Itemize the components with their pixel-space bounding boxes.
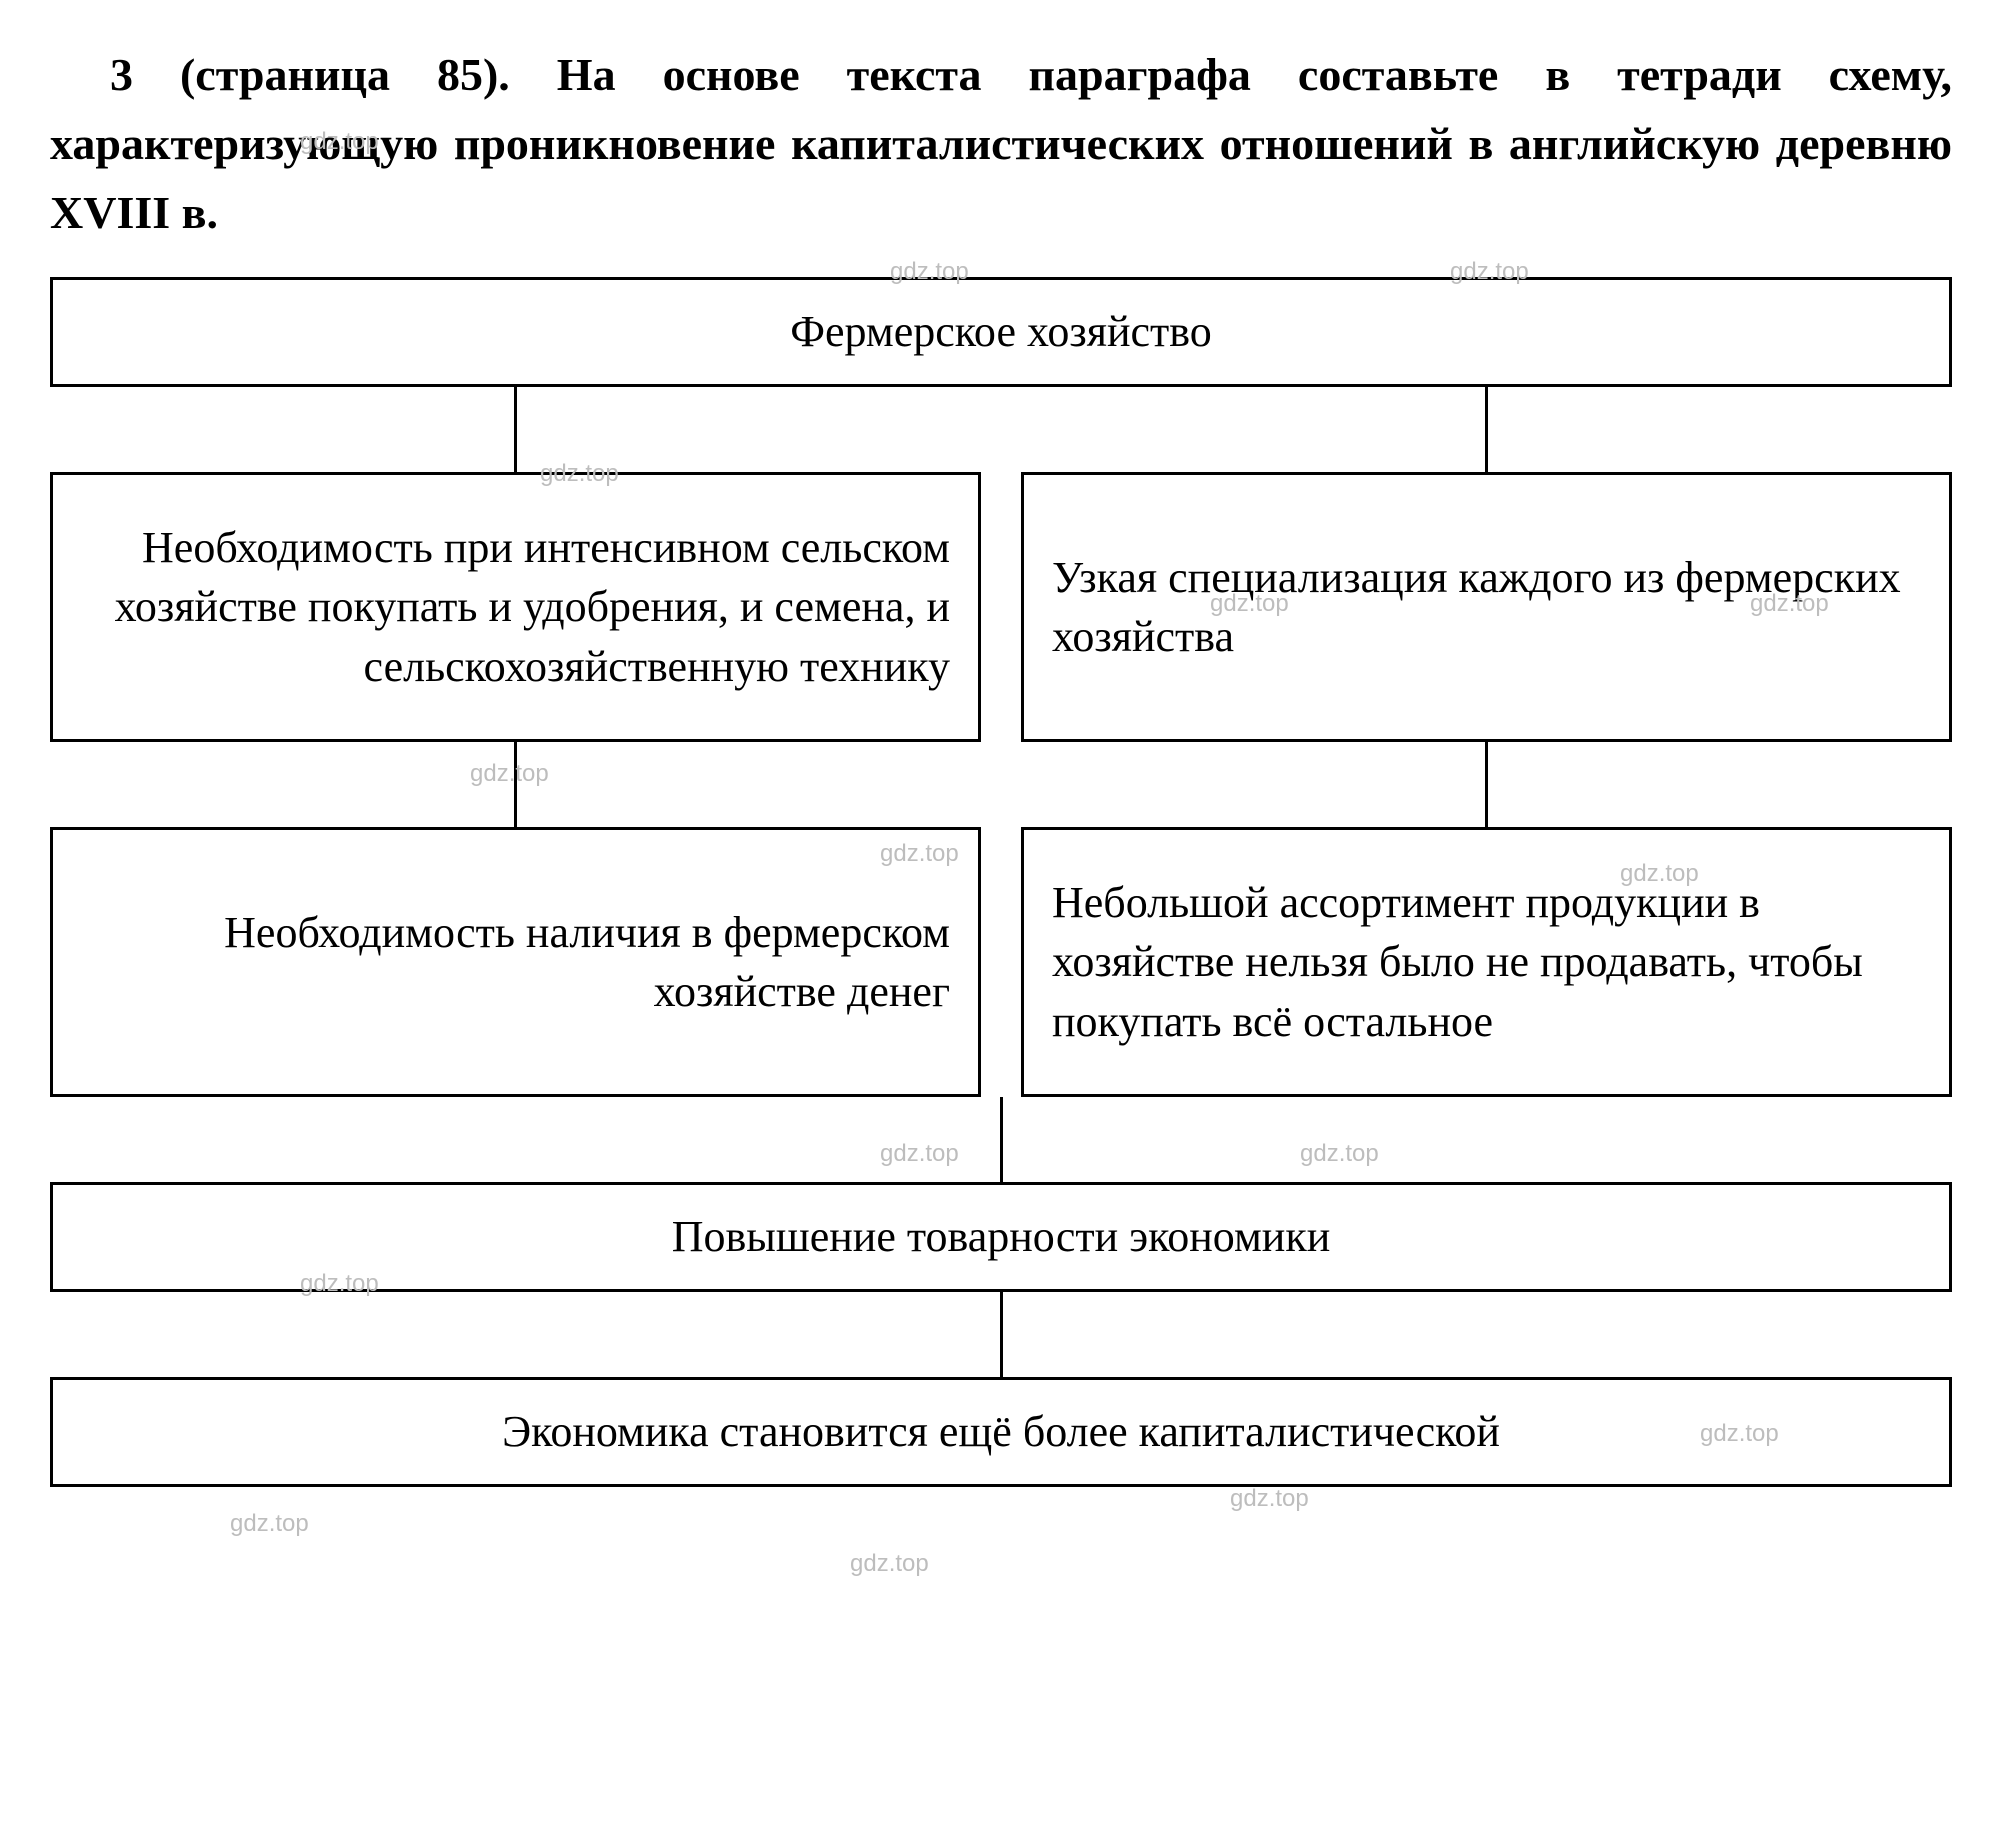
- connector-half-left: [50, 387, 981, 472]
- connector-row2-to-row3: [50, 1097, 1952, 1182]
- node-top: Фермерское хозяйство: [50, 277, 1952, 387]
- connector-half-right: [1021, 387, 1952, 472]
- node-row2-left: Необходимость наличия в фермерском хозяй…: [50, 827, 981, 1097]
- node-row2-right: Небольшой ассортимент продукции в хозяйс…: [1021, 827, 1952, 1097]
- node-row4: Экономика становится ещё более капиталис…: [50, 1377, 1952, 1487]
- connector-line: [1485, 387, 1488, 472]
- connector-half-left: [50, 742, 981, 827]
- question-number: 3 (страница 85).: [110, 49, 510, 100]
- connector-line: [1000, 1292, 1003, 1377]
- connector-line: [1485, 742, 1488, 827]
- node-row3: Повышение товарности экономики: [50, 1182, 1952, 1292]
- page-container: 3 (страница 85). На основе текста парагр…: [50, 40, 1952, 1487]
- connector-row3-to-row4: [50, 1292, 1952, 1377]
- node-top-label: Фермерское хозяйство: [790, 302, 1211, 361]
- connector-row1-to-row2: [50, 742, 1952, 827]
- flowchart-diagram: Фермерское хозяйство Необходимость при и…: [50, 277, 1952, 1487]
- node-row1-right-label: Узкая специализация каждого из фермерски…: [1052, 548, 1921, 667]
- node-row3-label: Повышение товарности экономики: [672, 1207, 1331, 1266]
- connector-top-to-row1: [50, 387, 1952, 472]
- connector-half-right: [1021, 742, 1952, 827]
- node-row2-right-label: Небольшой ассортимент продукции в хозяйс…: [1052, 873, 1921, 1051]
- row-2: Необходимость наличия в фермерском хозяй…: [50, 827, 1952, 1097]
- connector-line: [1000, 1097, 1003, 1182]
- watermark-text: gdz.top: [850, 1550, 929, 1578]
- node-row1-left: Необходимость при интенсивном сельском х…: [50, 472, 981, 742]
- row-1: Необходимость при интенсивном сельском х…: [50, 472, 1952, 742]
- node-row1-right: Узкая специализация каждого из фермерски…: [1021, 472, 1952, 742]
- connector-line: [514, 742, 517, 827]
- question-heading: 3 (страница 85). На основе текста парагр…: [50, 40, 1952, 247]
- connector-line: [514, 387, 517, 472]
- watermark-text: gdz.top: [230, 1510, 309, 1538]
- node-row4-label: Экономика становится ещё более капиталис…: [502, 1402, 1500, 1461]
- node-row2-left-label: Необходимость наличия в фермерском хозяй…: [81, 903, 950, 1022]
- node-row1-left-label: Необходимость при интенсивном сельском х…: [81, 518, 950, 696]
- watermark-text: gdz.top: [1230, 1485, 1309, 1513]
